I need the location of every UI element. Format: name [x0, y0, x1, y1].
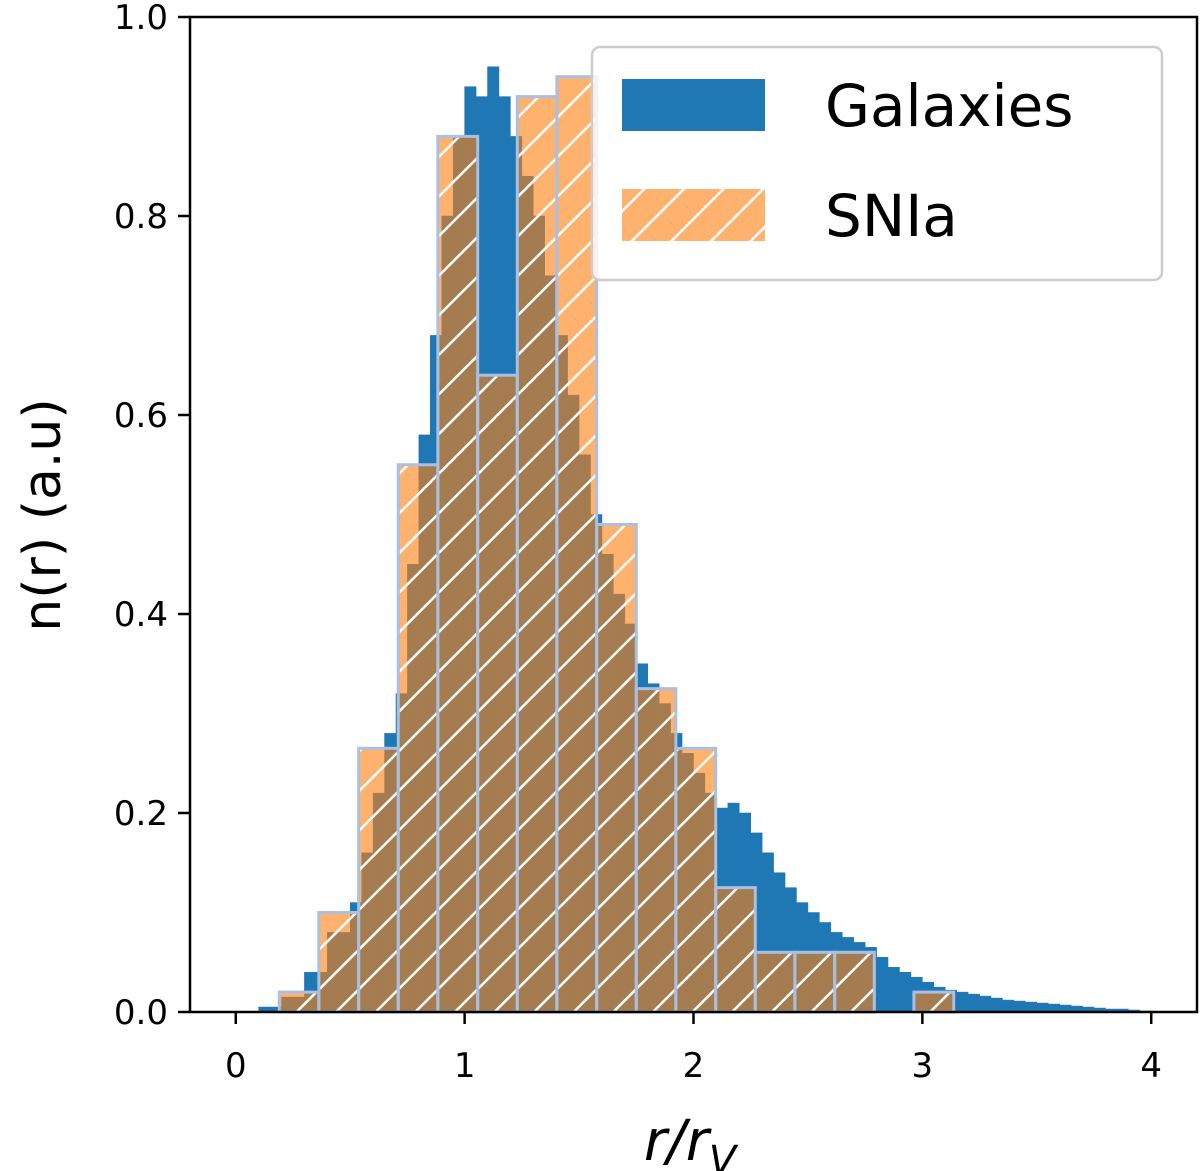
y-tick-label: 0.8	[114, 197, 168, 237]
bar	[990, 997, 1003, 1013]
bar	[317, 911, 361, 1014]
bar	[1002, 999, 1015, 1013]
bar	[1013, 1000, 1026, 1013]
legend-swatch	[622, 189, 765, 241]
x-tick-label: 3	[912, 1046, 934, 1086]
bar	[357, 746, 400, 1014]
bar	[967, 993, 980, 1013]
bar	[515, 95, 559, 1014]
bar	[793, 950, 837, 1014]
x-tick-label: 4	[1140, 1046, 1162, 1086]
y-tick-label: 0.2	[114, 794, 168, 834]
bar	[634, 687, 678, 1014]
legend: Galaxies SNIa	[590, 45, 1164, 282]
bar	[899, 971, 912, 1013]
bar	[887, 966, 900, 1013]
x-axis-label-main: r/r	[644, 1109, 712, 1171]
bar	[595, 522, 638, 1014]
x-tick-label: 2	[683, 1046, 705, 1086]
bar	[833, 950, 876, 1014]
legend-label: SNIa	[825, 182, 958, 250]
bar	[436, 134, 480, 1014]
legend-label: Galaxies	[825, 72, 1073, 140]
y-axis-label: n(r) (a.u)	[13, 398, 73, 631]
bar	[1025, 1001, 1038, 1013]
bar	[476, 373, 519, 1014]
bar	[674, 746, 718, 1014]
y-tick-label: 0.4	[114, 595, 168, 635]
bar	[753, 950, 797, 1014]
bar	[979, 995, 992, 1013]
y-tick-label: 1.0	[114, 0, 168, 38]
x-tick-label: 1	[454, 1046, 476, 1086]
bar	[555, 75, 599, 1014]
legend-swatch	[622, 79, 765, 131]
y-tick-label: 0.0	[114, 993, 168, 1033]
x-axis-label: r/rV	[644, 1109, 739, 1171]
bar	[714, 886, 757, 1014]
bar	[277, 990, 321, 1014]
x-tick-label: 0	[225, 1046, 247, 1086]
x-axis-label-subscript: V	[709, 1138, 739, 1171]
bar	[876, 957, 889, 1013]
bar	[1036, 1002, 1049, 1013]
y-tick-label: 0.6	[114, 396, 168, 436]
bar	[396, 463, 440, 1014]
bar	[912, 990, 956, 1014]
bar	[956, 991, 969, 1013]
